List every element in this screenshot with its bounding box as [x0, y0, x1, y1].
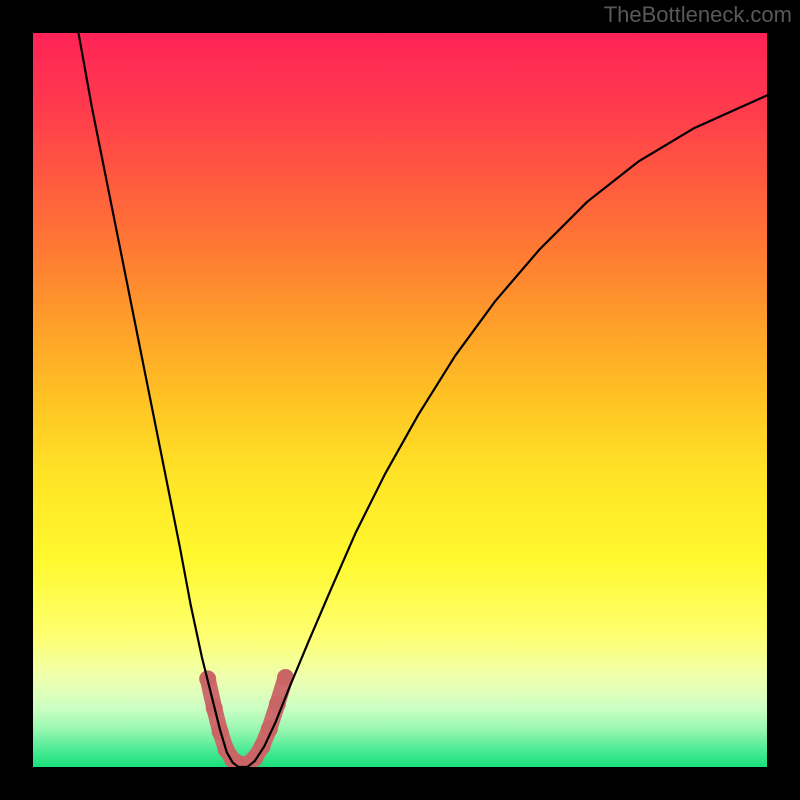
plot-area	[33, 33, 767, 767]
attribution-text: TheBottleneck.com	[604, 2, 792, 28]
chart-container: TheBottleneck.com	[0, 0, 800, 800]
curve-layer	[33, 33, 767, 767]
bottleneck-curve	[79, 33, 767, 767]
